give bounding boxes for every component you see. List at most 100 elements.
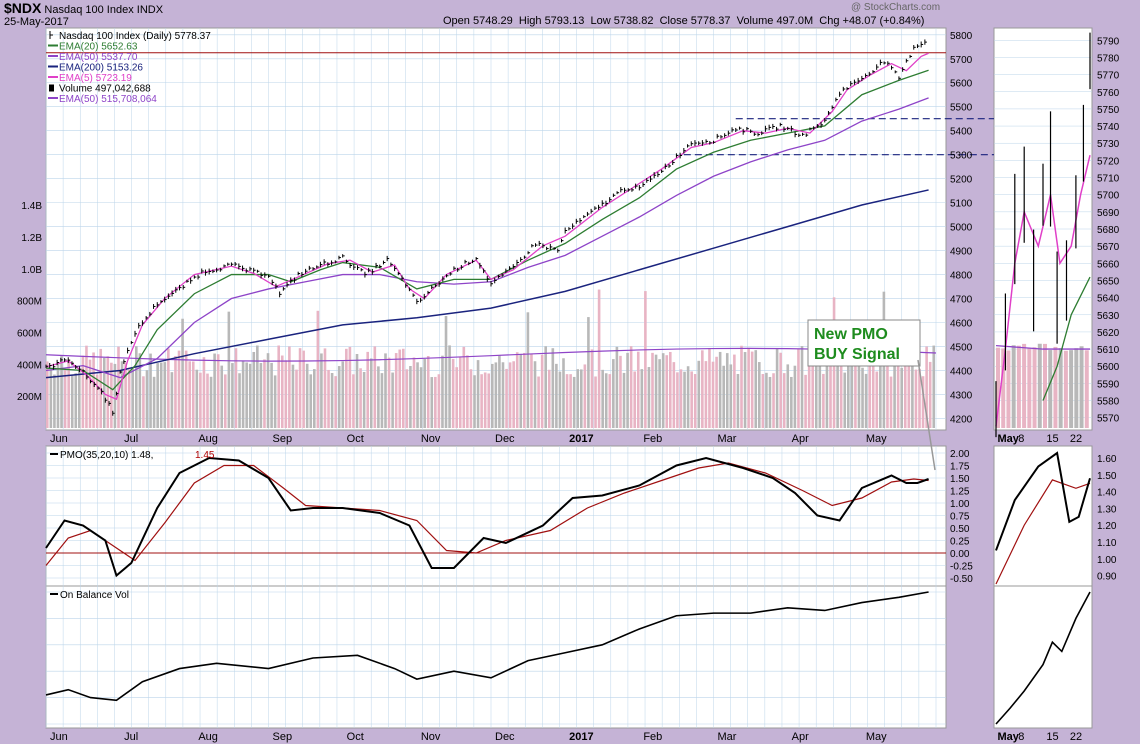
- volume-bar: [871, 357, 875, 428]
- volume-bar: [743, 352, 747, 428]
- volume-bar: [793, 365, 797, 428]
- chart-date: 25-May-2017: [4, 16, 69, 28]
- zoom-price-tick-label: 5600: [1097, 362, 1120, 373]
- zoom-pmo-tick-label: 1.50: [1097, 471, 1117, 482]
- pmo-tick-label: 1.75: [950, 462, 970, 473]
- volume-bar: [359, 368, 362, 428]
- pmo-tick-label: 1.25: [950, 487, 970, 498]
- volume-bar: [345, 348, 348, 428]
- pmo-tick-label: 0.00: [950, 549, 970, 560]
- volume-bar: [245, 362, 248, 428]
- month-label-bottom: Mar: [718, 731, 737, 743]
- volume-bar: [81, 355, 85, 428]
- volume-bar: [494, 362, 498, 428]
- obv-panel: [45, 585, 947, 729]
- volume-bar: [775, 348, 779, 428]
- volume-bar: [231, 363, 234, 428]
- month-label: Jun: [50, 433, 68, 445]
- price-tick-label: 5400: [950, 127, 973, 138]
- volume-bar: [533, 361, 537, 428]
- volume-value: 497.0M: [776, 15, 814, 27]
- price-tick-label: 4400: [950, 366, 973, 377]
- volume-bar: [455, 367, 458, 428]
- volume-bar: [697, 360, 701, 428]
- obv-label: On Balance Vol: [60, 590, 129, 601]
- pmo-tick-label: 0.25: [950, 537, 970, 548]
- volume-bar: [925, 346, 928, 428]
- volume-bar: [127, 369, 131, 428]
- volume-bar: [519, 353, 523, 428]
- volume-bar: [99, 348, 102, 428]
- volume-bar: [177, 350, 181, 428]
- volume-bar: [747, 347, 750, 428]
- volume-bar: [78, 371, 81, 428]
- month-label: Oct: [347, 433, 364, 445]
- copyright: @ StockCharts.com: [851, 2, 941, 13]
- price-tick-label: 5500: [950, 103, 973, 114]
- zoom-day-label-bottom: 8: [1018, 731, 1024, 743]
- low-value: 5738.82: [613, 15, 654, 27]
- volume-bar: [847, 354, 850, 428]
- volume-bar: [839, 358, 843, 428]
- volume-bar: [480, 374, 483, 428]
- legend-entry: EMA(200) 5153.26: [59, 63, 143, 74]
- zoom-volume-bar: [1022, 343, 1027, 428]
- volume-bar: [555, 363, 558, 428]
- volume-bar: [487, 373, 491, 428]
- volume-ema50-line: [45, 347, 937, 362]
- volume-bar: [320, 353, 323, 428]
- volume-bar: [854, 360, 857, 428]
- volume-bar: [790, 376, 793, 428]
- pmo-label: PMO(35,20,10) 1.48,: [60, 450, 153, 461]
- zoom-pmo-tick-label: 1.40: [1097, 488, 1117, 499]
- volume-bar: [323, 348, 327, 428]
- zoom-volume-bar: [1063, 350, 1068, 428]
- zoom-day-label: 15: [1046, 433, 1058, 445]
- month-label-bottom: Jul: [124, 731, 138, 743]
- volume-bar: [167, 348, 170, 428]
- volume-bar: [113, 363, 117, 428]
- volume-bar: [886, 346, 889, 428]
- volume-bar: [174, 356, 177, 428]
- volume-bar: [782, 373, 786, 428]
- zoom-price-tick-label: 5680: [1097, 225, 1120, 236]
- price-tick-label: 4200: [950, 414, 973, 425]
- volume-bar: [515, 352, 519, 428]
- volume-bar: [636, 351, 640, 428]
- zoom-pmo-tick-label: 0.90: [1097, 572, 1117, 583]
- legend-entry: EMA(20) 5652.63: [59, 42, 138, 53]
- month-label-bottom: Jun: [50, 731, 68, 743]
- zoom-price-tick-label: 5580: [1097, 397, 1120, 408]
- volume-bar: [932, 345, 936, 428]
- volume-bar: [466, 355, 469, 428]
- volume-bar: [362, 371, 366, 428]
- volume-bar: [473, 375, 476, 428]
- volume-bar: [807, 358, 811, 428]
- volume-bar: [765, 372, 768, 428]
- volume-bar: [921, 376, 925, 428]
- volume-bar: [547, 369, 551, 428]
- price-tick-label: 4300: [950, 390, 973, 401]
- zoom-day-label-bottom: 15: [1046, 731, 1058, 743]
- pmo-tick-label: 2.00: [950, 449, 970, 460]
- volume-bar: [701, 350, 704, 428]
- zoom-price-tick-label: 5750: [1097, 105, 1120, 116]
- volume-bar: [601, 369, 604, 428]
- volume-bar: [811, 347, 814, 428]
- volume-bar: [683, 371, 686, 428]
- volume-bar: [608, 374, 612, 428]
- volume-bar: [156, 363, 159, 428]
- volume-bar: [224, 374, 227, 428]
- zoom-price-tick-label: 5740: [1097, 122, 1120, 133]
- volume-bar: [170, 372, 174, 428]
- zoom-volume-bar: [1027, 348, 1032, 428]
- volume-bar: [722, 365, 725, 428]
- month-label-bottom: Aug: [198, 731, 218, 743]
- volume-bar: [569, 374, 572, 428]
- volume-bar: [669, 351, 672, 428]
- volume-bar: [451, 358, 455, 428]
- volume-bar: [658, 359, 661, 428]
- volume-bar: [405, 369, 409, 428]
- close-value: 5778.37: [690, 15, 731, 27]
